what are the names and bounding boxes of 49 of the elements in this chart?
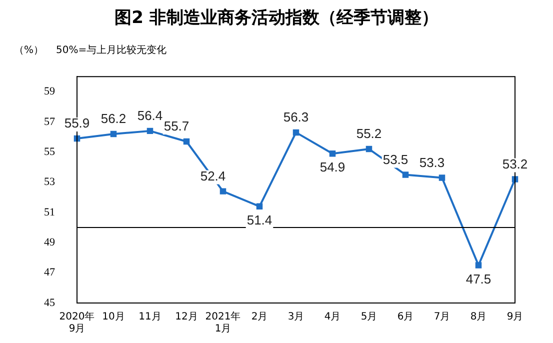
point (183, 138, 190, 145)
x-tick-label: 2021年 1月 (205, 310, 241, 335)
y-axis-title: （%） (14, 44, 44, 57)
y-tick-label: 59 (44, 86, 56, 98)
data-label: 55.2 (356, 126, 382, 142)
x-tick-label: 10月 (102, 312, 125, 323)
point (292, 129, 300, 136)
y-tick-label: 45 (44, 296, 56, 309)
point (110, 130, 117, 138)
data-label: 51.4 (246, 212, 272, 228)
y-tick-label: 49 (44, 236, 56, 249)
data-label: 52.4 (200, 168, 226, 184)
x-tick-label: 9月 (506, 312, 524, 323)
y-tick-label: 47 (44, 266, 56, 279)
x-tick-label: 6月 (397, 312, 414, 323)
y-tick-label: 53 (44, 176, 56, 188)
x-tick-label: 8月 (470, 312, 487, 323)
text: 50%=与上月比较无变化 (56, 44, 167, 57)
data-label: 53.3 (419, 154, 445, 170)
data-label: 54.9 (320, 160, 346, 175)
y-tick-label: 57 (44, 116, 56, 128)
point (329, 150, 336, 157)
data-label: 56.4 (137, 108, 163, 124)
data-label: 53.2 (502, 156, 528, 172)
x-tick-label: 12月 (175, 312, 198, 323)
data-label: 47.5 (466, 271, 492, 286)
x-tick-label: 5月 (360, 312, 378, 323)
data-label: 55.9 (64, 116, 90, 131)
y-tick-label: 51 (44, 206, 55, 218)
x-tick-label: 2020年 9月 (59, 310, 95, 335)
x-tick-label: 4月 (324, 312, 341, 323)
x-tick-label: 7月 (434, 312, 450, 323)
point (220, 188, 226, 194)
data-label: 55.7 (164, 118, 190, 134)
point (512, 176, 518, 182)
data-label: 56.3 (283, 110, 309, 125)
point (146, 128, 154, 134)
y-tick-label: 55 (44, 146, 56, 158)
data-label: 56.2 (100, 111, 126, 126)
chart-title: 图2 非制造业商务活动指数（经季节调整） (114, 7, 440, 29)
x-tick-label: 11月 (138, 312, 162, 323)
point (366, 146, 372, 152)
data-label: 53.5 (382, 152, 408, 167)
x-tick-label: 3月 (288, 312, 304, 323)
point (475, 262, 482, 268)
x-tick-label: 2月 (251, 312, 268, 323)
point (438, 174, 446, 181)
point (256, 203, 263, 210)
point (402, 172, 409, 178)
